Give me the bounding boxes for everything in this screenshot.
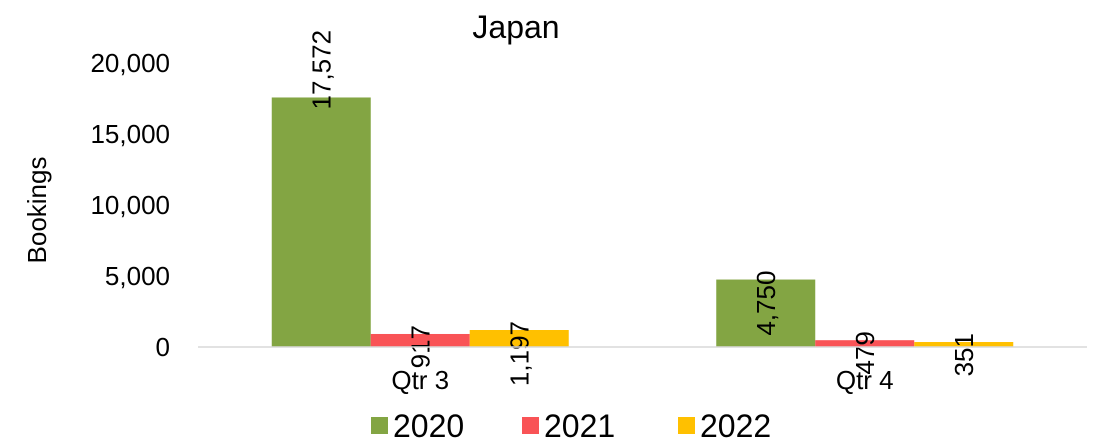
legend-label-2021: 2021 xyxy=(544,408,615,444)
y-axis-label: Bookings xyxy=(22,157,52,264)
data-label: 351 xyxy=(949,333,979,376)
bar-2021-qtr-3 xyxy=(370,333,470,347)
bars xyxy=(271,97,1014,347)
legend-swatch-2022 xyxy=(678,417,695,434)
data-label: 479 xyxy=(850,331,880,374)
legend-swatch-2020 xyxy=(371,417,388,434)
legend-label-2020: 2020 xyxy=(393,408,464,444)
bar-2020-qtr-4 xyxy=(716,279,816,347)
data-label: 17,572 xyxy=(306,30,336,110)
y-tick-label: 5,000 xyxy=(105,261,170,291)
bar-2020-qtr-3 xyxy=(271,97,371,347)
x-tick-label: Qtr 3 xyxy=(391,365,449,395)
legend: 2020 2021 2022 xyxy=(371,408,771,444)
legend-label-2022: 2022 xyxy=(700,408,771,444)
bar-2022-qtr-3 xyxy=(469,330,569,347)
x-tick-label: Qtr 4 xyxy=(836,365,894,395)
legend-swatch-2021 xyxy=(522,417,539,434)
y-tick-label: 0 xyxy=(156,332,170,362)
bar-2022-qtr-4 xyxy=(914,342,1014,347)
y-tick-label: 20,000 xyxy=(90,48,170,78)
y-tick-label: 10,000 xyxy=(90,190,170,220)
y-tick-label: 15,000 xyxy=(90,119,170,149)
data-label: 1,197 xyxy=(504,321,534,386)
chart-title: Japan xyxy=(472,9,559,45)
y-axis-ticks: 0 5,000 10,000 15,000 20,000 xyxy=(90,48,170,362)
x-axis-ticks: Qtr 3 Qtr 4 xyxy=(391,365,893,395)
data-label: 4,750 xyxy=(751,271,781,336)
bar-2021-qtr-4 xyxy=(815,340,915,347)
